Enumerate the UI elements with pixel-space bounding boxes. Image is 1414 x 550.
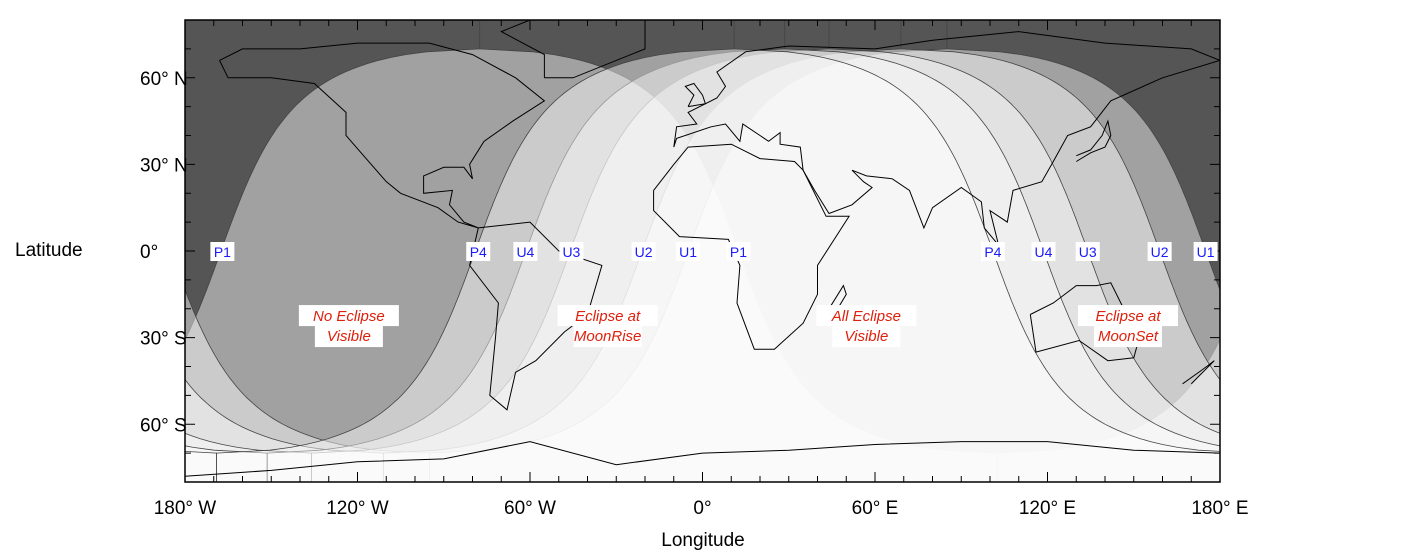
contact-label-text: U1 — [679, 244, 697, 260]
x-tick-label: 120° W — [326, 498, 389, 519]
y-tick-label: 60° N — [140, 69, 188, 90]
contact-label-box — [726, 242, 751, 261]
y-tick-label: 0° — [140, 242, 158, 263]
contact-label-box — [1031, 242, 1056, 261]
x-tick-label: 180° W — [154, 498, 217, 519]
contact-label-box — [631, 242, 656, 261]
contact-boundary-u3 — [1347, 0, 1414, 511]
coastline-antarctica-coast — [185, 441, 1220, 477]
contact-label-box — [1193, 242, 1218, 261]
contact-label-p1: P1 — [210, 242, 235, 261]
contact-label-p1: P1 — [726, 242, 751, 261]
contact-label-u1: U1 — [1193, 242, 1218, 261]
contact-boundary-u1 — [185, 288, 430, 482]
region-annotation-line2: Visible — [327, 328, 371, 345]
x-tick-label: 60° E — [852, 498, 899, 519]
x-tick-label: 60° W — [504, 498, 556, 519]
region-annotation-line2: Visible — [844, 328, 888, 345]
x-tick-label: 120° E — [1019, 498, 1076, 519]
contact-label-box — [210, 242, 235, 261]
y-tick-label: 30° S — [140, 329, 187, 350]
contact-boundary-u4 — [185, 445, 268, 482]
contact-label-box — [980, 242, 1005, 261]
coastline-uk — [684, 82, 707, 108]
contact-boundary-u1 — [429, 20, 1220, 482]
plot-frame — [184, 19, 1221, 483]
contact-label-box — [466, 242, 491, 261]
x-tick-labels: 180° W 120° W 60° W 0° 60° E 120° E 180° E — [154, 498, 1249, 519]
contact-label-p4: P4 — [466, 242, 491, 261]
contact-label-box — [1147, 242, 1172, 261]
region-annotation-box — [298, 305, 399, 327]
region-annotation-box — [573, 325, 642, 348]
contact-boundary-p1 — [185, 20, 998, 482]
region-annotation-box — [1094, 325, 1162, 348]
contact-label-u3: U3 — [1075, 242, 1100, 261]
contact-label-text: U3 — [562, 244, 580, 260]
region-annotation: All Eclipse Visible — [816, 305, 917, 348]
region-annotation-line2: MoonSet — [1098, 328, 1159, 345]
contact-label-u4: U4 — [1031, 242, 1056, 261]
x-tick-label: 180° E — [1191, 498, 1248, 519]
region-annotation: Eclipse at MoonRise — [557, 305, 658, 348]
region-annotation-box — [557, 305, 658, 327]
contact-boundary-p1 — [996, 338, 1220, 482]
region-annotation-box — [314, 325, 383, 348]
contact-label-u4: U4 — [513, 242, 538, 261]
contact-label-text: U4 — [516, 244, 534, 260]
x-axis-label: Longitude — [661, 530, 744, 550]
coastline-greenland — [500, 20, 646, 79]
contact-label-u3: U3 — [559, 242, 584, 261]
contact-label-box — [676, 242, 701, 261]
contact-label-text: U1 — [1197, 244, 1215, 260]
contact-label-p4: P4 — [980, 242, 1005, 261]
contact-label-box — [513, 242, 538, 261]
region-annotation-box — [1078, 305, 1178, 327]
y-tick-label: 60° S — [140, 415, 187, 436]
contact-label-box — [559, 242, 584, 261]
region-annotation: Eclipse at MoonSet — [1078, 305, 1178, 348]
region-annotation-box — [816, 305, 917, 327]
region-annotation-line1: Eclipse at — [575, 308, 641, 325]
y-tick-labels: 60° N 30° N 0° 30° S 60° S — [140, 69, 188, 437]
contact-label-text: U2 — [635, 244, 653, 260]
coastline-new-zealand — [1182, 360, 1215, 385]
contact-label-text: U2 — [1151, 244, 1169, 260]
region-annotation-line1: All Eclipse — [831, 308, 901, 325]
contact-label-text: P4 — [984, 244, 1001, 260]
region-annotation-line2: MoonRise — [574, 328, 642, 345]
contact-label-text: U3 — [1079, 244, 1097, 260]
region-annotation-line1: Eclipse at — [1095, 308, 1161, 325]
contact-label-text: U4 — [1035, 244, 1053, 260]
contact-label-u2: U2 — [631, 242, 656, 261]
region-labels: No Eclipse Visible Eclipse at MoonRise All E… — [298, 305, 1178, 348]
contact-label-u1: U1 — [676, 242, 701, 261]
contact-label-u2: U2 — [1147, 242, 1172, 261]
y-tick-label: 30° N — [140, 155, 188, 176]
contact-label-text: P1 — [730, 244, 747, 260]
contact-boundary-u4 — [1302, 0, 1414, 511]
region-annotation-line1: No Eclipse — [313, 308, 385, 325]
coastline-japan — [1076, 119, 1112, 162]
region-annotation: No Eclipse Visible — [298, 305, 399, 348]
contact-labels: P1 P1 U1 U1 U2 U2 U3 U3 U4 U4 P4 P4 — [210, 242, 1218, 261]
coastline-north-america — [219, 42, 546, 229]
region-annotation-box — [832, 325, 901, 348]
y-axis-label: Latitude — [15, 240, 83, 261]
contact-label-text: P1 — [214, 244, 231, 260]
coastline-eurasia — [673, 31, 1220, 246]
contact-label-box — [1075, 242, 1100, 261]
x-tick-label: 0° — [693, 498, 711, 519]
contact-boundary-p4 — [1252, 0, 1414, 511]
contact-label-text: P4 — [470, 244, 487, 260]
contact-boundary-p4 — [216, 20, 1220, 482]
contact-boundary-u2 — [185, 378, 384, 482]
